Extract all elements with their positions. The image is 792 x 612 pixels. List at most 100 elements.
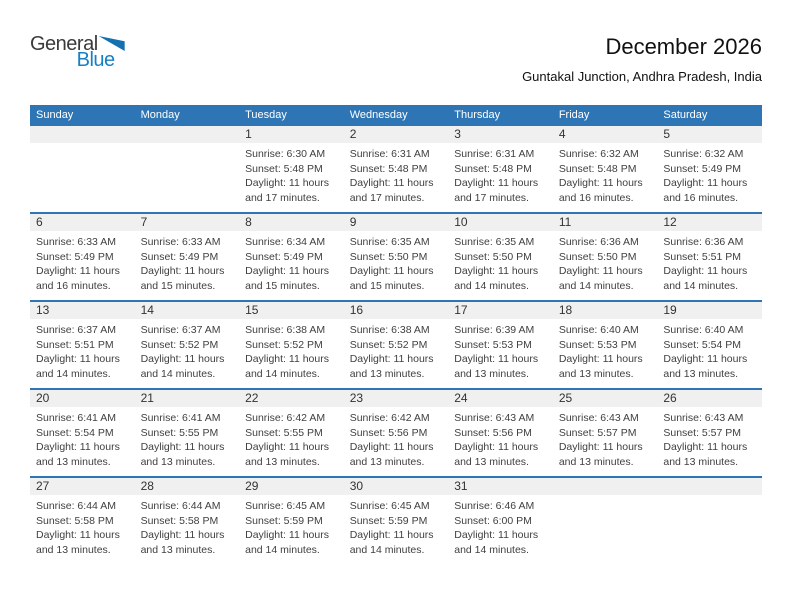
general-blue-logo: General Blue (30, 34, 125, 70)
day-cell: 25 Sunrise: 6:43 AM Sunset: 5:57 PM Dayligh… (552, 388, 658, 477)
day-cell: 1 Sunrise: 6:30 AM Sunset: 5:48 PM Daylight… (239, 124, 344, 213)
day-cell: 13 Sunrise: 6:37 AM Sunset: 5:51 PM Dayligh… (30, 300, 135, 389)
day-details: Sunrise: 6:46 AM Sunset: 6:00 PM Daylight:… (448, 495, 553, 557)
day-details: Sunrise: 6:37 AM Sunset: 5:52 PM Daylight:… (135, 319, 240, 381)
sunset-text: Sunset: 5:49 PM (245, 250, 323, 263)
day-details: Sunrise: 6:45 AM Sunset: 5:59 PM Daylight:… (344, 495, 449, 557)
day-number: 29 (239, 478, 344, 495)
location-subtitle: Guntakal Junction, Andhra Pradesh, India (522, 69, 762, 84)
empty-day-cell (552, 476, 658, 565)
daylight-text: Daylight: 11 hours and 17 minutes. (349, 177, 434, 204)
day-cell: 4 Sunrise: 6:32 AM Sunset: 5:48 PM Daylight… (552, 124, 658, 213)
sunrise-text: Sunrise: 6:39 AM (454, 324, 535, 336)
day-number: 10 (448, 214, 553, 231)
day-number: 13 (30, 302, 135, 319)
day-details: Sunrise: 6:42 AM Sunset: 5:56 PM Daylight:… (344, 407, 449, 469)
daylight-text: Daylight: 11 hours and 16 minutes. (558, 177, 643, 204)
day-details: Sunrise: 6:43 AM Sunset: 5:57 PM Daylight:… (657, 407, 762, 469)
day-details: Sunrise: 6:32 AM Sunset: 5:49 PM Daylight:… (657, 143, 762, 205)
page-header: General Blue December 2026 Guntakal Junc… (30, 34, 762, 84)
day-cell: 8 Sunrise: 6:34 AM Sunset: 5:49 PM Daylight… (239, 212, 344, 301)
week-row: 27 Sunrise: 6:44 AM Sunset: 5:58 PM Dayligh… (30, 476, 762, 565)
day-cell: 30 Sunrise: 6:45 AM Sunset: 5:59 PM Dayligh… (343, 476, 449, 565)
day-cell: 28 Sunrise: 6:44 AM Sunset: 5:58 PM Dayligh… (134, 476, 240, 565)
daylight-text: Daylight: 11 hours and 15 minutes. (349, 265, 434, 292)
day-number: 14 (134, 302, 240, 319)
daylight-text: Daylight: 11 hours and 13 minutes. (36, 529, 120, 556)
sunrise-text: Sunrise: 6:42 AM (245, 412, 326, 424)
day-details: Sunrise: 6:45 AM Sunset: 5:59 PM Daylight:… (239, 495, 344, 557)
sunrise-text: Sunrise: 6:38 AM (245, 324, 326, 336)
day-number: 28 (134, 478, 240, 495)
sunrise-text: Sunrise: 6:31 AM (454, 148, 535, 160)
sunset-text: Sunset: 5:58 PM (36, 514, 114, 527)
day-cell: 9 Sunrise: 6:35 AM Sunset: 5:50 PM Daylight… (343, 212, 449, 301)
day-number: 1 (239, 126, 344, 143)
day-cell: 11 Sunrise: 6:36 AM Sunset: 5:50 PM Dayligh… (552, 212, 658, 301)
daylight-text: Daylight: 11 hours and 13 minutes. (663, 353, 748, 380)
sunrise-text: Sunrise: 6:46 AM (454, 500, 535, 512)
day-cell: 24 Sunrise: 6:43 AM Sunset: 5:56 PM Dayligh… (448, 388, 553, 477)
day-number: 4 (552, 126, 658, 143)
sunset-text: Sunset: 5:48 PM (454, 162, 532, 175)
sunset-text: Sunset: 5:56 PM (454, 426, 532, 439)
day-details: Sunrise: 6:35 AM Sunset: 5:50 PM Daylight:… (448, 231, 553, 293)
day-cell: 15 Sunrise: 6:38 AM Sunset: 5:52 PM Dayligh… (239, 300, 344, 389)
sunset-text: Sunset: 5:48 PM (349, 162, 428, 175)
day-details: Sunrise: 6:30 AM Sunset: 5:48 PM Daylight:… (239, 143, 344, 205)
day-number: 6 (30, 214, 135, 231)
sunset-text: Sunset: 5:49 PM (36, 250, 114, 263)
daylight-text: Daylight: 11 hours and 13 minutes. (558, 441, 643, 468)
day-number: 12 (657, 214, 762, 231)
day-cell: 2 Sunrise: 6:31 AM Sunset: 5:48 PM Daylight… (343, 124, 449, 213)
day-number: 21 (134, 390, 240, 407)
day-details: Sunrise: 6:35 AM Sunset: 5:50 PM Daylight:… (344, 231, 449, 293)
day-cell: 18 Sunrise: 6:40 AM Sunset: 5:53 PM Dayligh… (552, 300, 658, 389)
sunrise-text: Sunrise: 6:44 AM (36, 500, 116, 512)
sunset-text: Sunset: 5:53 PM (558, 338, 637, 351)
sunset-text: Sunset: 5:50 PM (558, 250, 637, 263)
day-cell: 20 Sunrise: 6:41 AM Sunset: 5:54 PM Dayligh… (30, 388, 135, 477)
sunset-text: Sunset: 5:59 PM (349, 514, 428, 527)
day-number (134, 126, 240, 143)
day-details: Sunrise: 6:39 AM Sunset: 5:53 PM Daylight:… (448, 319, 553, 381)
daylight-text: Daylight: 11 hours and 13 minutes. (454, 353, 539, 380)
day-cell: 16 Sunrise: 6:38 AM Sunset: 5:52 PM Dayligh… (343, 300, 449, 389)
weekday-wednesday: Wednesday (343, 105, 449, 125)
day-number: 30 (343, 478, 449, 495)
sunrise-text: Sunrise: 6:33 AM (140, 236, 221, 248)
day-number: 23 (343, 390, 449, 407)
sunrise-text: Sunrise: 6:45 AM (349, 500, 430, 512)
day-details: Sunrise: 6:41 AM Sunset: 5:54 PM Daylight:… (30, 407, 135, 469)
month-title: December 2026 (605, 34, 762, 59)
daylight-text: Daylight: 11 hours and 13 minutes. (245, 441, 329, 468)
daylight-text: Daylight: 11 hours and 17 minutes. (454, 177, 539, 204)
day-number: 7 (134, 214, 240, 231)
sunset-text: Sunset: 5:54 PM (663, 338, 742, 351)
day-details: Sunrise: 6:34 AM Sunset: 5:49 PM Daylight:… (239, 231, 344, 293)
title-block: December 2026 Guntakal Junction, Andhra … (522, 34, 762, 84)
day-cell: 31 Sunrise: 6:46 AM Sunset: 6:00 PM Dayligh… (448, 476, 553, 565)
sunrise-text: Sunrise: 6:37 AM (140, 324, 221, 336)
sunrise-text: Sunrise: 6:41 AM (140, 412, 221, 424)
daylight-text: Daylight: 11 hours and 13 minutes. (140, 441, 225, 468)
week-row: 13 Sunrise: 6:37 AM Sunset: 5:51 PM Dayligh… (30, 300, 762, 389)
weekday-sunday: Sunday (30, 105, 135, 125)
day-number: 11 (552, 214, 658, 231)
sunset-text: Sunset: 5:55 PM (245, 426, 323, 439)
weekday-saturday: Saturday (657, 105, 762, 125)
day-details: Sunrise: 6:37 AM Sunset: 5:51 PM Daylight:… (30, 319, 135, 381)
daylight-text: Daylight: 11 hours and 15 minutes. (245, 265, 329, 292)
daylight-text: Daylight: 11 hours and 16 minutes. (663, 177, 748, 204)
weekday-tuesday: Tuesday (239, 105, 344, 125)
day-number: 19 (657, 302, 762, 319)
day-details: Sunrise: 6:41 AM Sunset: 5:55 PM Daylight:… (135, 407, 240, 469)
sunrise-text: Sunrise: 6:43 AM (454, 412, 535, 424)
sunset-text: Sunset: 5:50 PM (454, 250, 532, 263)
sunset-text: Sunset: 5:49 PM (140, 250, 219, 263)
day-number: 25 (552, 390, 658, 407)
daylight-text: Daylight: 11 hours and 16 minutes. (36, 265, 120, 292)
day-number: 26 (657, 390, 762, 407)
daylight-text: Daylight: 11 hours and 17 minutes. (245, 177, 329, 204)
day-cell: 14 Sunrise: 6:37 AM Sunset: 5:52 PM Dayligh… (134, 300, 240, 389)
